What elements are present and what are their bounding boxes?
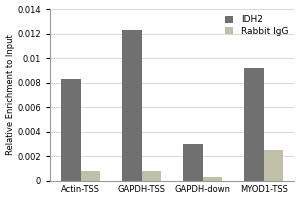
Bar [203, 177, 222, 181]
Legend: IDH2, Rabbit IgG: IDH2, Rabbit IgG [224, 14, 290, 38]
Bar [81, 171, 100, 181]
Bar [122, 30, 142, 181]
Bar [264, 150, 283, 181]
Bar [61, 79, 81, 181]
Bar [142, 171, 161, 181]
Bar [244, 68, 264, 181]
Bar [183, 144, 203, 181]
Y-axis label: Relative Enrichment to Input: Relative Enrichment to Input [6, 34, 15, 155]
